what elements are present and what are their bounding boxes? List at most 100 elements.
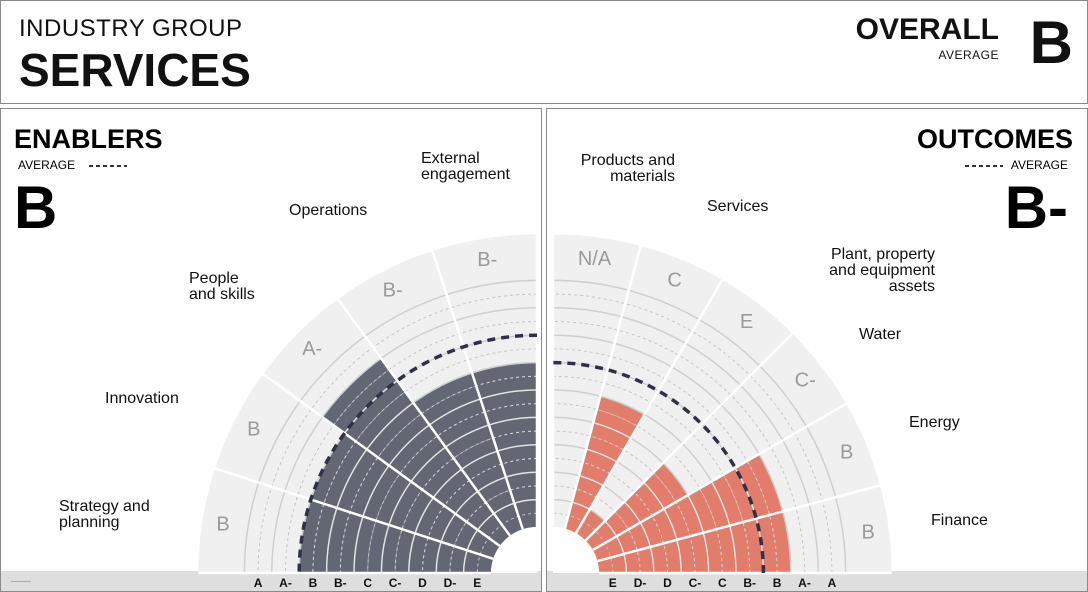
bar-ring-3-4 [445,424,490,448]
bar-half-ring-4-4 [484,403,538,413]
bar-half-ring-4-4 [596,408,638,427]
grid-ring-half-8 [285,321,538,574]
bar-4 [471,362,537,530]
category-line: planning [59,514,120,531]
axis-bar-dash [11,581,31,582]
bar-half-ring-2-4 [399,435,438,474]
bar-4 [564,396,645,534]
grid-ring-2 [435,471,538,574]
grade-label-5: N/A [578,248,612,270]
grid-ring-half-4 [394,430,538,574]
category-line: Products and [581,152,675,169]
bar-3 [413,372,523,536]
axis-tick-6: D [418,576,427,590]
bar-half-ring-0-4 [716,529,723,574]
spoke-2 [336,298,511,537]
outcomes-average-grade: B- [1005,174,1068,241]
inner-hole [491,527,537,573]
bar-ring-1-5 [362,465,390,517]
outcomes-average-label: AVERAGE [1011,158,1068,172]
axis-tick-3: C- [689,576,702,590]
bar-half-ring-1-4 [375,473,401,521]
axis-tick-2: D [663,576,672,590]
bar-half-ring-0-6 [312,503,325,574]
overall-label: OVERALL [855,13,999,46]
outcomes-category-3: Water [859,326,902,343]
axis-tick-3: B- [334,576,347,590]
category-line: Energy [909,414,960,431]
bar-ring-3-3 [461,450,498,470]
bar-ring-2-4 [410,446,446,482]
enablers-category-3: Operations [289,202,367,219]
bar-half-ring-1-6 [323,440,357,504]
bar-1 [310,433,500,559]
category-line: Strategy and [59,498,150,515]
grade-label-3: E [740,311,753,333]
grid-ring-5 [353,389,538,574]
axis-tick-1: A- [279,576,292,590]
grade-label-0: B [216,513,229,535]
bar-half-ring-1-4 [699,488,718,530]
bar-ring-0-4 [380,524,390,574]
grade-label-2: A- [302,338,322,360]
bar-ring-1-5 [710,481,731,526]
spoke-4 [574,279,724,534]
grid-ring-4 [380,416,538,574]
inner-hole [553,527,599,573]
category-line: and skills [189,286,255,303]
bar-ring-0-5 [353,516,364,574]
grid-ring-half-4 [552,430,696,574]
grid-ring-half-8 [552,321,805,574]
outcomes-axis-bar [547,571,1087,591]
category-line: People [189,270,239,287]
bar-1 [592,454,783,562]
enablers-title: ENABLERS [14,124,163,154]
grade-label-2: C- [795,369,816,391]
grade-label-4: C [667,269,681,291]
axis-tick-5: B- [743,576,756,590]
grid-ring-9 [243,279,538,574]
grade-label-1: B [247,419,260,441]
bar-ring-0-3 [408,533,416,574]
grid-ring-half-3 [422,458,538,574]
enablers-average-label: AVERAGE [18,158,75,172]
outcomes-panel: B B C- E C N/A E D- D C- C B- B A- A OUTCOMES AVERAGE B- P… [546,108,1088,592]
axis-tick-4: C [363,576,372,590]
category-line: Innovation [105,390,179,407]
bar-half-ring-1-5 [722,474,744,523]
average-ring [297,333,538,574]
bar-ring-1-3 [414,497,434,534]
category-line: Plant, property [831,246,935,263]
bar-ring-4-3 [497,444,538,452]
grid-ring-half-2 [449,485,538,574]
grid-ring-half-5 [367,403,538,574]
category-line: Operations [289,202,367,219]
axis-tick-7: A- [798,576,811,590]
grid-ring-8 [271,307,538,574]
category-line: Services [707,198,768,215]
enablers-chart: B- B- A- B B A A- B B- C C- D D- E ENABLERS AVERAGE B Str… [14,124,539,590]
bar-ring-3-5 [429,398,481,426]
grade-label-0: B [862,522,875,544]
enablers-category-2: People and skills [189,270,255,303]
overall-grade: B [1029,9,1073,76]
category-line: External [421,150,480,167]
grade-label-1: B [840,441,853,463]
bar-half-ring-3-4 [437,411,485,437]
bar-ring-4-5 [480,389,538,400]
outcomes-category-1: Services [707,198,768,215]
outcomes-category-4: Energy [909,414,960,431]
bar-half-ring-0-5 [339,512,351,574]
axis-tick-1: D- [634,576,647,590]
enablers-panel: B- B- A- B B A A- B B- C C- D D- E ENABLERS AVERAGE B Str… [0,108,542,592]
bar-half-ring-1-5 [349,457,379,513]
bar-ring-2-3 [432,468,462,498]
bar-half-ring-2-6 [355,391,406,442]
bar-half-ring-1-3 [401,489,423,530]
category-line: Water [859,326,902,343]
spoke-5 [563,245,642,529]
outcomes-category-0: Products and materials [581,152,675,185]
spoke-2 [592,402,847,552]
bar-3 [576,509,605,541]
category-line: assets [889,278,935,295]
